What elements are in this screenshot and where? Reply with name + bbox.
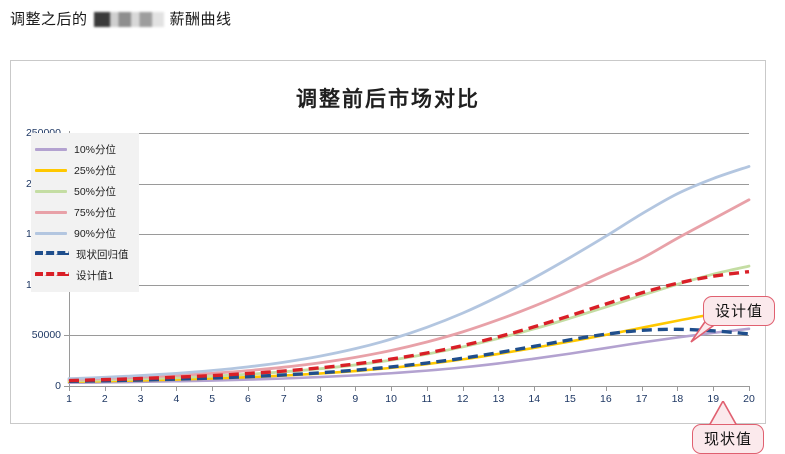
legend-item[interactable]: 50%分位: [35, 181, 129, 202]
legend-item-label: 75%分位: [74, 207, 117, 219]
x-axis-tick-label: 13: [492, 393, 505, 405]
x-axis-tick: [176, 386, 178, 391]
gridline: [69, 234, 749, 236]
legend-color-swatch: [35, 169, 67, 172]
legend-item-label: 90%分位: [74, 228, 117, 240]
x-axis-tick: [247, 386, 249, 391]
series-line: [68, 327, 750, 384]
x-axis-tick-label: 15: [564, 393, 576, 405]
x-axis-tick-label: 16: [599, 393, 612, 405]
x-axis-tick: [534, 386, 536, 391]
legend-item[interactable]: 75%分位: [35, 202, 129, 223]
legend-color-swatch: [35, 148, 67, 151]
gridline: [69, 183, 749, 185]
x-axis-tick: [426, 386, 428, 391]
screenshot-root: 调整之后的 薪酬曲线 调整前后市场对比 05000010000015000020…: [10, 8, 776, 454]
gridline: [69, 133, 749, 134]
x-axis-tick-label: 9: [352, 393, 359, 405]
x-axis-tick: [749, 386, 750, 391]
current-value-callout-label: 现状值: [704, 431, 753, 448]
legend-item[interactable]: 10%分位: [35, 139, 129, 160]
x-axis-tick-label: 12: [456, 393, 469, 405]
legend-color-swatch: [35, 271, 69, 280]
x-axis-tick: [570, 386, 572, 391]
document-heading-prefix: 调整之后的: [10, 11, 88, 28]
x-axis-tick-label: 8: [316, 393, 323, 405]
x-axis-tick: [677, 386, 679, 391]
gridline: [69, 386, 749, 387]
legend-item-label: 现状回归值: [76, 249, 129, 261]
x-axis-tick: [283, 386, 285, 391]
y-axis-tick: [64, 335, 70, 337]
x-axis-tick-label: 14: [528, 393, 541, 405]
x-axis-tick: [641, 386, 643, 391]
gridline: [69, 284, 749, 286]
x-axis-tick: [69, 386, 70, 391]
legend-item[interactable]: 设计值1: [35, 265, 129, 286]
x-axis-tick: [462, 386, 464, 391]
legend-item-label: 设计值1: [76, 270, 114, 282]
design-value-callout[interactable]: 设计值: [703, 296, 776, 326]
legend-item[interactable]: 现状回归值: [35, 244, 129, 265]
x-axis-tick: [605, 386, 607, 391]
legend-item-label: 50%分位: [74, 186, 117, 198]
current-value-callout[interactable]: 现状值: [692, 424, 765, 454]
x-axis-ticks: [69, 386, 750, 392]
x-axis-tick: [498, 386, 500, 391]
legend-color-swatch: [35, 190, 67, 193]
design-value-callout-label: 设计值: [715, 303, 764, 320]
chart-panel[interactable]: 调整前后市场对比 050000100000150000200000250000 …: [10, 60, 776, 454]
chart-title: 调整前后市场对比: [296, 88, 480, 111]
legend-item-label: 25%分位: [74, 165, 117, 177]
x-axis-tick-label: 2: [101, 393, 108, 405]
x-axis-tick-label: 4: [173, 393, 180, 405]
y-axis-tick-label: 50000: [31, 329, 61, 342]
legend-color-swatch: [35, 232, 67, 235]
x-axis-tick-label: 1: [66, 393, 72, 405]
x-axis-tick-label: 6: [245, 393, 251, 405]
series-line: [68, 269, 750, 383]
plot-area: [69, 133, 749, 387]
x-axis-tick-label: 5: [209, 393, 216, 405]
legend-color-swatch: [35, 211, 67, 214]
x-axis-tick-label: 18: [671, 393, 684, 405]
x-axis-tick-label: 17: [635, 393, 648, 405]
series-line: [67, 198, 751, 382]
document-heading-suffix: 薪酬曲线: [169, 11, 232, 28]
x-axis-tick: [140, 386, 142, 391]
x-axis-tick: [391, 386, 393, 391]
x-axis-tick: [319, 386, 321, 391]
chart-curves: [67, 165, 751, 385]
series-line: [67, 327, 751, 385]
x-axis-tick: [355, 386, 357, 391]
legend-item[interactable]: 25%分位: [35, 160, 129, 181]
x-axis-tick-label: 19: [707, 393, 720, 405]
x-axis-tick: [212, 386, 214, 391]
redacted-text-block: [93, 12, 164, 27]
chart-legend[interactable]: 10%分位 25%分位 50%分位 75%分位 90%分位现状回归值设计值1: [31, 133, 139, 292]
x-axis-tick-label: 10: [385, 393, 397, 405]
y-axis-tick: [64, 386, 70, 387]
legend-color-swatch: [35, 250, 69, 259]
legend-item-label: 10%分位: [74, 144, 117, 156]
gridline: [69, 335, 749, 337]
x-axis-tick: [713, 386, 715, 391]
x-axis-tick-label: 11: [421, 393, 433, 405]
series-line: [67, 165, 751, 381]
x-axis-tick-label: 7: [280, 393, 287, 405]
x-axis-tick-label: 20: [743, 393, 755, 405]
legend-item[interactable]: 90%分位: [35, 223, 129, 244]
y-axis-tick-label: 0: [55, 380, 61, 392]
x-axis-labels: 1 2 3 4 5 6 7 8 9 10 11 12 13 14 15 16 17 18 19 20: [66, 393, 755, 409]
document-heading: 调整之后的 薪酬曲线: [10, 8, 232, 29]
x-axis-tick-label: 3: [137, 393, 144, 405]
x-axis-tick: [104, 386, 106, 391]
